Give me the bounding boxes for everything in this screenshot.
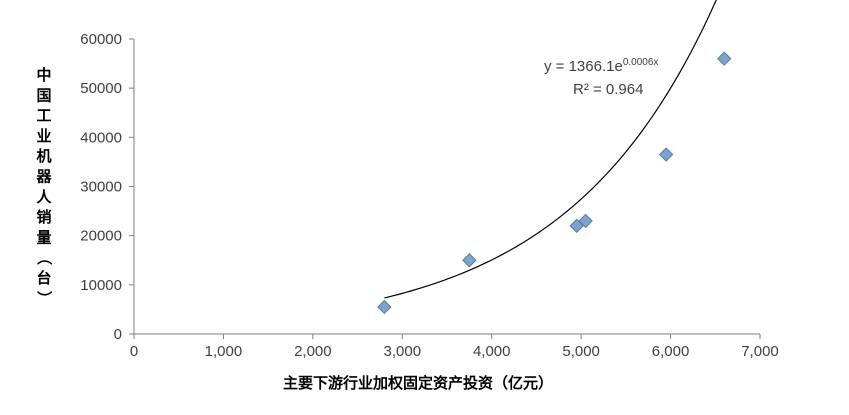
y-tick-label: 0 xyxy=(114,326,122,343)
data-point xyxy=(658,147,674,162)
x-axis-title: 主要下游行业加权固定资产投资（亿元） xyxy=(283,374,553,392)
y-tick-label: 60000 xyxy=(80,31,122,48)
y-tick-label: 20000 xyxy=(80,228,122,245)
trendline-r-squared: R² = 0.964 xyxy=(573,81,643,98)
x-tick-label: 5,000 xyxy=(562,343,600,360)
data-point xyxy=(717,51,732,66)
x-tick-label: 0 xyxy=(130,343,138,360)
y-axis-ticks: 0 10000 20000 30000 40000 50000 60000 xyxy=(80,31,134,343)
y-tick-label: 40000 xyxy=(80,129,122,146)
x-axis-ticks: 0 1,000 2,000 3,000 4,000 5,000 6,000 7,000 xyxy=(130,334,779,360)
data-point xyxy=(569,218,584,234)
x-tick-label: 3,000 xyxy=(384,343,422,360)
axes xyxy=(133,39,760,335)
x-tick-label: 1,000 xyxy=(205,343,243,360)
trendline-equation: y = 1366.1e0.0006x xyxy=(544,57,658,75)
x-tick-label: 6,000 xyxy=(652,343,690,360)
y-tick-label: 10000 xyxy=(80,277,122,294)
y-axis-title: 中国工业机器人销量台 xyxy=(35,66,52,287)
data-points xyxy=(377,51,732,315)
y-tick-label: 50000 xyxy=(80,80,122,97)
x-tick-label: 2,000 xyxy=(294,343,332,360)
y-axis-title-bracket: ） xyxy=(35,291,53,306)
data-point xyxy=(578,213,593,229)
x-axis-title-group: 主要下游行业加权固定资产投资（亿元） xyxy=(283,374,553,392)
x-tick-label: 7,000 xyxy=(741,343,779,360)
data-point xyxy=(377,299,392,315)
trendline xyxy=(384,0,717,299)
y-axis-title-bracket: （ xyxy=(35,250,53,265)
x-tick-label: 4,000 xyxy=(473,343,511,360)
data-point xyxy=(462,253,477,268)
y-tick-label: 30000 xyxy=(80,179,122,196)
